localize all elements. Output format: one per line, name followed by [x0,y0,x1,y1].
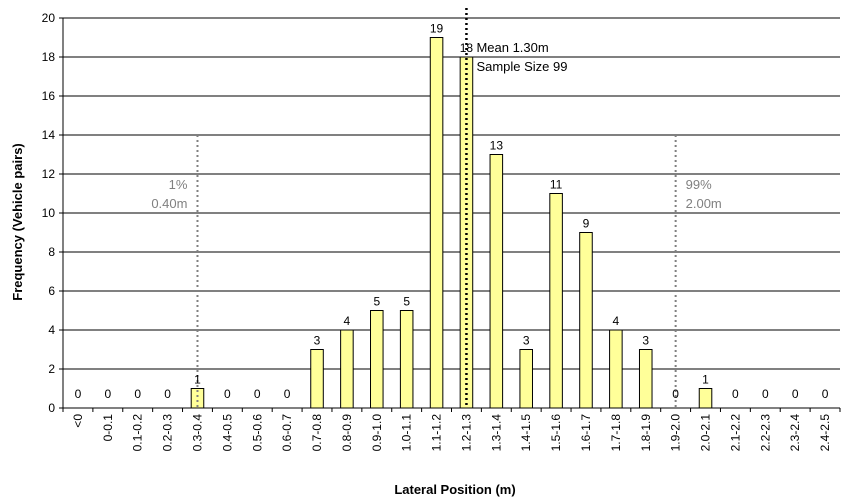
data-label: 0 [134,387,141,401]
bar [698,388,713,409]
bar [310,349,324,409]
y-tick-label: 6 [48,284,55,298]
bar [638,349,653,409]
data-label: 3 [642,334,649,348]
y-tick-label: 10 [42,206,56,220]
data-label: 0 [792,387,799,401]
x-tick-label: 0.3-0.4 [190,414,204,452]
data-label: 0 [75,387,82,401]
data-label: 9 [583,217,590,231]
bar [399,310,414,409]
x-tick-label: 2.3-2.4 [788,414,802,452]
x-tick-label: 1.4-1.5 [519,414,533,452]
data-label: 0 [254,387,261,401]
y-tick-label: 20 [42,11,56,25]
x-tick-label: 2.2-2.3 [758,414,772,452]
data-label: 0 [284,387,291,401]
bar [549,193,563,409]
annotations: 1% 0.40m Mean 1.30m Sample Size 99 99% 2.00m [151,40,721,211]
data-label: 0 [762,387,769,401]
y-tick-label: 0 [48,401,55,415]
gridlines [63,17,840,370]
data-labels: 0 0 0 0 1 0 0 0 3 4 5 5 19 18 13 3 11 9 4 3 0 1 0 0 0 0 [75,22,829,402]
x-tick-label: 1.3-1.4 [489,414,503,452]
x-axis-title: Lateral Position (m) [394,482,515,497]
x-tick-label: 0.9-1.0 [370,414,384,452]
reference-annotation: 2.00m [686,196,722,211]
reference-annotation: 0.40m [151,196,187,211]
x-tick-label: 0.2-0.3 [161,414,175,452]
x-tick-label: 0.4-0.5 [220,414,234,452]
data-label: 3 [314,334,321,348]
bar [579,232,593,409]
data-label: 1 [702,373,709,387]
x-tick-label: 1.8-1.9 [639,414,653,452]
bar [370,310,384,409]
y-tick-label: 14 [42,128,56,142]
y-tick-labels: 0 2 4 6 8 10 12 14 16 18 20 [42,11,56,415]
x-tick-label: 0.5-0.6 [250,414,264,452]
y-tick-label: 16 [42,89,56,103]
x-tick-label: 2.0-2.1 [699,414,713,452]
data-label: 0 [164,387,171,401]
data-label: 5 [373,295,380,309]
bars [190,37,713,409]
x-tick-label: <0 [71,414,85,428]
x-tick-label: 0.8-0.9 [340,414,354,452]
y-tick-label: 4 [48,323,55,337]
data-label: 13 [490,139,504,153]
axes [59,17,841,412]
x-tick-label: 1.5-1.6 [549,414,563,452]
x-tick-label: 2.4-2.5 [818,414,832,452]
x-tick-labels: <0 0-0.1 0.1-0.2 0.2-0.3 0.3-0.4 0.4-0.5 0.5-0… [71,414,832,452]
data-label: 5 [403,295,410,309]
reference-annotation: Sample Size 99 [476,59,567,74]
bar [519,349,533,409]
y-tick-label: 2 [48,362,55,376]
data-label: 0 [104,387,111,401]
reference-annotation: 1% [169,177,188,192]
reference-lines [196,8,677,408]
reference-annotation: 99% [686,177,712,192]
x-tick-label: 1.2-1.3 [459,414,473,452]
data-label: 19 [430,22,444,36]
y-tick-label: 18 [42,50,56,64]
x-tick-label: 1.9-2.0 [669,414,683,452]
reference-annotation: Mean 1.30m [476,40,548,55]
x-tick-label: 0-0.1 [101,414,115,442]
x-tick-label: 2.1-2.2 [728,414,742,452]
data-label: 4 [344,314,351,328]
bar [429,37,444,409]
x-tick-label: 1.0-1.1 [400,414,414,452]
data-label: 4 [613,314,620,328]
x-tick-label: 1.7-1.8 [609,414,623,452]
x-tick-label: 0.1-0.2 [131,414,145,452]
y-axis-title: Frequency (Vehicle pairs) [10,143,25,301]
data-label: 18 [460,41,474,55]
data-label: 0 [672,387,679,401]
y-tick-label: 12 [42,167,56,181]
x-tick-label: 0.7-0.8 [310,414,324,452]
x-tick-label: 1.1-1.2 [430,414,444,452]
x-tick-label: 1.6-1.7 [579,414,593,452]
data-label: 0 [224,387,231,401]
x-tick-label: 0.6-0.7 [280,414,294,452]
y-tick-label: 8 [48,245,55,259]
bar [609,329,623,409]
data-label: 0 [822,387,829,401]
data-label: 11 [550,178,563,192]
bar [489,154,504,409]
data-label: 0 [732,387,739,401]
data-label: 3 [523,334,530,348]
bar [340,329,354,409]
data-label: 1 [194,373,201,387]
